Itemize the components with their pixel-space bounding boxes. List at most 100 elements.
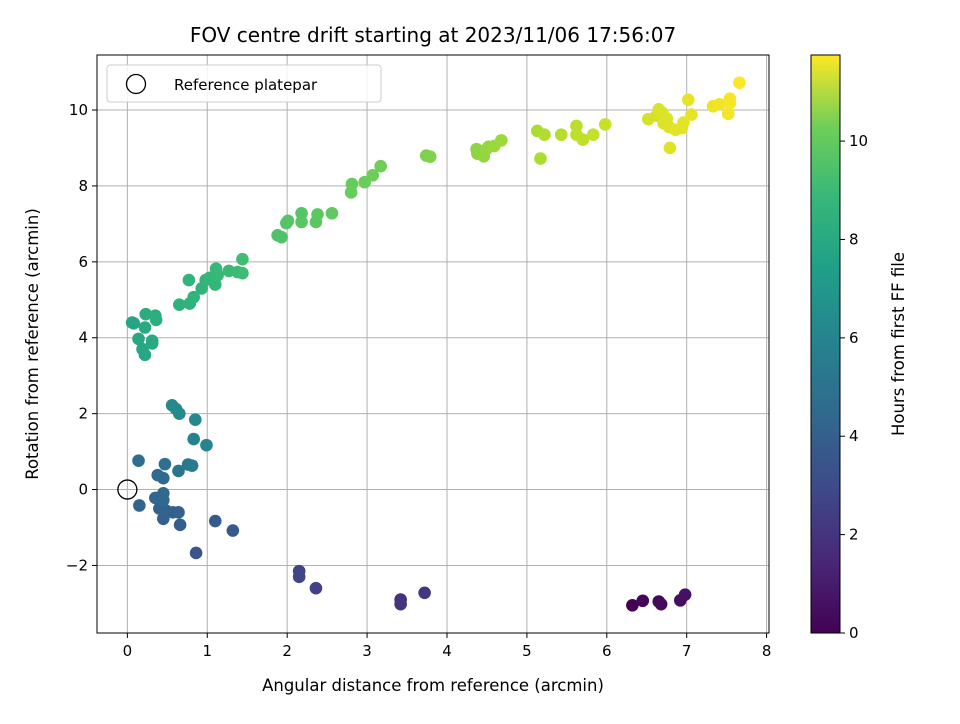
data-point xyxy=(576,133,590,146)
data-point xyxy=(157,487,170,500)
x-tick-label: 6 xyxy=(602,642,612,660)
y-axis-label: Rotation from reference (arcmin) xyxy=(23,208,42,480)
y-tick-label: 0 xyxy=(78,481,88,499)
x-tick-label: 5 xyxy=(522,642,532,660)
data-point xyxy=(132,332,145,346)
data-point xyxy=(681,93,695,107)
x-tick-label: 8 xyxy=(762,642,772,660)
data-point xyxy=(598,118,612,131)
data-point xyxy=(173,518,187,532)
data-point xyxy=(281,214,295,228)
data-point xyxy=(495,134,508,147)
colorbar-tick-label: 4 xyxy=(849,427,859,445)
data-point xyxy=(325,206,339,220)
x-tick-label: 1 xyxy=(202,642,212,660)
data-point xyxy=(538,128,551,141)
data-point xyxy=(636,594,650,608)
data-point xyxy=(366,169,379,182)
colorbar-tick-label: 6 xyxy=(849,329,859,347)
x-axis-label: Angular distance from reference (arcmin) xyxy=(262,676,604,695)
x-tick-label: 2 xyxy=(282,642,292,660)
data-point xyxy=(132,454,145,468)
data-point xyxy=(173,298,186,312)
x-tick-label: 7 xyxy=(682,642,692,660)
y-tick-label: 8 xyxy=(78,177,88,195)
legend: Reference platepar xyxy=(106,64,382,103)
colorbar-tick-label: 8 xyxy=(849,230,859,248)
plot-frame xyxy=(96,54,770,634)
data-point xyxy=(127,317,141,330)
data-point xyxy=(295,206,308,220)
data-point xyxy=(172,506,185,519)
x-tick-label: 0 xyxy=(123,642,133,660)
data-point xyxy=(654,597,668,611)
data-point xyxy=(185,459,199,472)
data-point xyxy=(344,186,358,199)
data-point xyxy=(139,307,153,321)
data-point xyxy=(208,278,222,291)
data-point xyxy=(211,268,224,282)
legend-frame xyxy=(106,64,382,103)
x-tick-label: 4 xyxy=(442,642,452,660)
y-tick-label: 10 xyxy=(69,101,88,119)
data-point xyxy=(374,159,387,173)
chart-title: FOV centre drift starting at 2023/11/06 … xyxy=(190,23,676,47)
data-point xyxy=(133,499,146,512)
data-point xyxy=(158,457,172,471)
data-point xyxy=(554,128,568,141)
data-point xyxy=(309,581,323,595)
data-point xyxy=(663,141,677,155)
data-point xyxy=(187,432,200,446)
colorbar-tick-label: 0 xyxy=(849,624,859,642)
data-point xyxy=(149,313,163,327)
data-point xyxy=(182,273,196,287)
colorbar-gradient xyxy=(810,54,841,634)
data-point xyxy=(173,407,186,420)
reference-platepar-marker xyxy=(117,479,138,500)
data-point xyxy=(311,208,324,221)
data-point xyxy=(226,524,240,537)
data-points xyxy=(117,76,746,612)
data-point xyxy=(418,586,431,600)
data-point xyxy=(721,107,735,121)
data-point xyxy=(586,128,600,141)
colorbar-label: Hours from first FF file xyxy=(889,252,908,436)
data-point xyxy=(159,504,173,517)
data-point xyxy=(138,321,152,334)
data-point xyxy=(685,108,698,121)
y-axis-ticks: −2 0 2 4 6 8 10 xyxy=(66,101,97,574)
x-tick-label: 3 xyxy=(362,642,372,660)
data-point xyxy=(151,468,165,482)
y-tick-label: −2 xyxy=(66,556,88,574)
data-point xyxy=(570,119,583,133)
data-point xyxy=(188,413,202,427)
y-tick-label: 4 xyxy=(78,329,88,347)
y-tick-label: 2 xyxy=(78,405,88,423)
colorbar-tick-label: 10 xyxy=(849,132,868,150)
legend-marker xyxy=(125,73,147,95)
data-point xyxy=(733,76,746,90)
data-point xyxy=(200,438,213,452)
legend-label: Reference platepar xyxy=(174,76,318,94)
colorbar-tick-label: 2 xyxy=(849,526,859,544)
colorbar: 0 2 4 6 8 10 Hours from first FF file xyxy=(810,54,908,642)
data-point xyxy=(292,570,306,584)
data-point xyxy=(189,546,203,560)
data-point xyxy=(626,598,639,612)
data-point xyxy=(423,150,437,164)
data-point xyxy=(534,152,547,165)
x-axis-ticks: 0 1 2 3 4 5 6 7 8 xyxy=(123,633,772,660)
y-tick-label: 6 xyxy=(78,253,88,271)
data-point xyxy=(723,96,737,110)
data-point xyxy=(172,464,185,478)
data-point xyxy=(295,215,308,229)
data-point xyxy=(677,116,690,129)
data-point xyxy=(678,588,692,601)
colorbar-ticks: 0 2 4 6 8 10 xyxy=(840,132,868,642)
data-point xyxy=(275,230,288,244)
data-point xyxy=(208,514,222,528)
data-point xyxy=(713,98,726,111)
data-point xyxy=(236,266,249,280)
grid-lines xyxy=(97,55,769,633)
